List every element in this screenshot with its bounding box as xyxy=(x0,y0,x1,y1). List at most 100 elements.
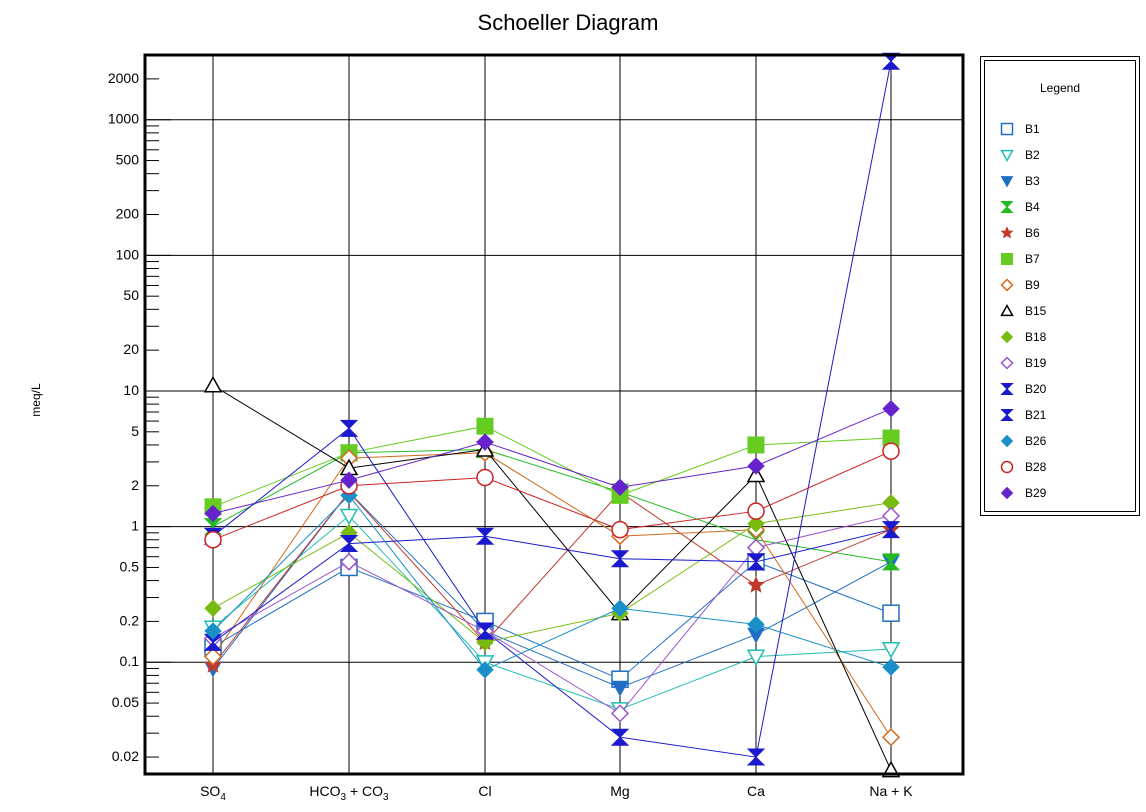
legend-label: B28 xyxy=(1025,460,1047,474)
data-point-B26 xyxy=(747,615,765,634)
legend-marker-shape xyxy=(1000,330,1014,344)
data-point-B21 xyxy=(475,622,495,640)
series-line-B4 xyxy=(212,448,892,563)
legend-item-B26: B26 xyxy=(999,431,1046,451)
legend-label: B21 xyxy=(1025,408,1047,422)
y-tick-label: 20 xyxy=(123,341,139,357)
series-line-B3 xyxy=(212,491,892,689)
legend-label: B20 xyxy=(1025,382,1047,396)
series-line-B28 xyxy=(212,450,892,541)
legend-marker-shape xyxy=(1000,122,1014,136)
series-line-B19 xyxy=(212,515,892,715)
legend-item-B18: B18 xyxy=(999,327,1046,347)
data-point-B2 xyxy=(881,641,901,659)
series-B19 xyxy=(203,506,901,723)
legend-item-B2: B2 xyxy=(999,145,1040,165)
y-tick-label: 2 xyxy=(131,477,139,493)
legend-label: B3 xyxy=(1025,174,1040,188)
legend-item-B4: B4 xyxy=(999,197,1040,217)
plot-frame xyxy=(143,53,965,776)
y-tick-label: 10 xyxy=(123,382,139,398)
legend-item-B28: B28 xyxy=(999,457,1046,477)
data-point-B29 xyxy=(747,457,765,475)
data-point-B28 xyxy=(204,531,222,549)
y-tick-label: 50 xyxy=(123,287,139,303)
legend-marker-icon xyxy=(1000,149,1014,163)
series-line-B7 xyxy=(212,425,892,508)
y-tick-label: 0.5 xyxy=(120,558,140,574)
data-point-B7 xyxy=(476,417,494,435)
legend-marker-icon xyxy=(1000,356,1014,370)
data-point-B20 xyxy=(339,535,359,553)
y-tick-label: 2000 xyxy=(108,70,139,86)
data-point-B7 xyxy=(747,436,765,454)
legend-marker-icon xyxy=(1000,278,1014,292)
legend-marker-icon xyxy=(1000,460,1014,474)
legend-item-B21: B21 xyxy=(999,405,1046,425)
axis-layer: 2000 1000 500 200 100 50 20 10 5 2 1 0.5 0.2 0.1 0.05 0… xyxy=(108,54,913,803)
x-tick-label: Na + K xyxy=(869,783,913,799)
data-point-B19 xyxy=(610,704,630,723)
legend-marker-icon xyxy=(1000,201,1014,213)
x-tick-label: Ca xyxy=(747,783,765,799)
legend: Legend B1 B2 B3 B4 B6 B7 B9 B15 B18 B19 B20 B21 B26 B… xyxy=(980,56,1140,516)
legend-marker-shape xyxy=(1000,201,1014,213)
y-tick-label: 500 xyxy=(116,152,140,168)
legend-item-B6: B6 xyxy=(999,223,1040,243)
series-B26 xyxy=(204,486,900,679)
data-point-B18 xyxy=(747,515,765,533)
data-point-B9 xyxy=(203,647,223,666)
x-tick-label: Mg xyxy=(610,783,629,799)
chart-title: Schoeller Diagram xyxy=(478,10,659,35)
legend-marker-icon xyxy=(1000,330,1014,344)
legend-marker-icon xyxy=(1000,122,1014,136)
y-tick-label: 200 xyxy=(116,206,140,222)
legend-marker-icon xyxy=(1000,176,1014,188)
data-point-B9 xyxy=(881,728,901,747)
legend-label: B9 xyxy=(1025,278,1040,292)
data-point-B20 xyxy=(475,527,495,545)
series-B29 xyxy=(204,400,900,523)
legend-marker-shape xyxy=(1000,278,1014,292)
legend-marker-shape xyxy=(1000,409,1014,421)
data-point-B21 xyxy=(610,728,630,746)
data-point-B29 xyxy=(204,504,222,523)
series-B28 xyxy=(204,442,900,549)
legend-item-B29: B29 xyxy=(999,483,1046,503)
data-point-B19 xyxy=(339,552,359,571)
legend-label: B1 xyxy=(1025,122,1040,136)
legend-marker-icon xyxy=(1000,434,1014,448)
legend-item-B15: B15 xyxy=(999,301,1046,321)
legend-marker-icon xyxy=(1001,253,1013,265)
legend-marker-icon xyxy=(1000,409,1014,421)
legend-item-B19: B19 xyxy=(999,353,1046,373)
data-point-B6 xyxy=(747,575,765,593)
data-point-B15 xyxy=(203,375,223,393)
legend-marker-icon xyxy=(1000,486,1014,500)
series-line-B29 xyxy=(212,408,892,514)
legend-label: B7 xyxy=(1025,252,1040,266)
data-point-B21 xyxy=(339,419,359,437)
series-layer xyxy=(203,52,901,778)
legend-marker-shape xyxy=(1001,253,1013,265)
data-point-B26 xyxy=(204,622,222,640)
legend-marker-shape xyxy=(1000,460,1014,474)
data-point-B21 xyxy=(746,748,766,766)
x-tick-label: HCO3 + CO3 xyxy=(309,783,389,803)
data-point-B3 xyxy=(611,680,629,697)
series-line-B18 xyxy=(212,502,892,643)
series-B20 xyxy=(203,521,901,651)
series-line-B26 xyxy=(212,494,892,671)
legend-item-B9: B9 xyxy=(999,275,1040,295)
legend-marker-shape xyxy=(1000,356,1014,370)
y-axis-label: meq/L xyxy=(29,383,43,417)
legend-marker-shape xyxy=(1000,434,1014,448)
data-point-B26 xyxy=(882,658,900,676)
legend-label: B29 xyxy=(1025,486,1047,500)
legend-marker-icon xyxy=(1000,303,1014,317)
series-line-B9 xyxy=(212,452,892,738)
legend-label: B4 xyxy=(1025,200,1040,214)
data-point-B20 xyxy=(746,553,766,571)
series-line-B2 xyxy=(212,515,892,710)
